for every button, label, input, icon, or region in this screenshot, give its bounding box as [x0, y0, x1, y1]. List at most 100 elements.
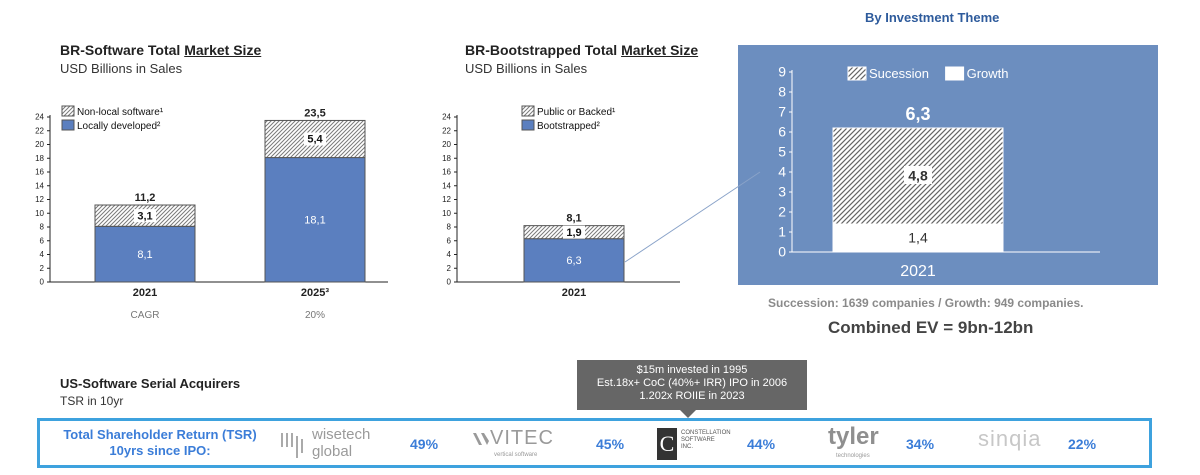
y-tick-label: 6 — [447, 236, 452, 245]
mid-chart-subtitle: USD Billions in Sales — [465, 61, 588, 76]
bar-value-label: 6,3 — [566, 255, 581, 267]
y-tick-label: 12 — [35, 195, 44, 204]
y-tick-label: 3 — [778, 184, 786, 200]
legend-swatch — [61, 105, 75, 117]
legend-swatch — [945, 66, 965, 81]
bar-total-label: 23,5 — [304, 107, 325, 119]
y-tick-label: 0 — [40, 278, 45, 287]
investment-theme-header: By Investment Theme — [865, 10, 1000, 25]
y-tick-label: 14 — [442, 181, 451, 190]
y-tick-label: 20 — [442, 140, 451, 149]
bar-total-label: 11,2 — [135, 192, 156, 204]
constellation-line: INC. — [681, 444, 693, 450]
y-tick-label: 9 — [778, 64, 786, 80]
legend-label: Public or Backed¹ — [537, 107, 616, 118]
charts-canvas: 0246810121416182022248,13,111,2202118,15… — [35, 45, 1158, 321]
callout-line: 1.202x ROIIE in 2023 — [639, 390, 745, 402]
y-tick-label: 24 — [442, 113, 451, 122]
vitec-name: VITEC — [490, 427, 554, 449]
legend-label: Sucession — [869, 66, 929, 81]
bar-total-label: 6,3 — [905, 104, 930, 124]
tyler-tagline: technologies — [836, 453, 870, 459]
y-tick-label: 18 — [442, 154, 451, 163]
constellation-line: CONSTELLATION — [681, 430, 731, 436]
y-tick-label: 16 — [442, 168, 451, 177]
bar-value-label: 1,9 — [566, 227, 581, 239]
wisetech-name-line2: global — [312, 443, 353, 460]
y-tick-label: 24 — [35, 113, 44, 122]
wisetech-logo: wisetech global — [280, 427, 390, 463]
legend-label: Growth — [967, 66, 1009, 81]
combined-ev: Combined EV = 9bn-12bn — [828, 318, 1034, 337]
constellation-callout: $15m invested in 1995 Est.18x+ CoC (40%+… — [577, 360, 807, 410]
tyler-logo: tyler technologies — [828, 423, 908, 463]
y-tick-label: 12 — [442, 195, 451, 204]
legend-label: Bootstrapped² — [537, 121, 600, 132]
connector-line — [624, 171, 761, 263]
succession-note: Succession: 1639 companies / Growth: 949… — [768, 296, 1084, 310]
y-tick-label: 20 — [35, 140, 44, 149]
bar-value-label: 5,4 — [307, 134, 323, 146]
category-label: 2021 — [900, 263, 936, 280]
bar-segment — [523, 238, 625, 283]
wisetech-bars-icon — [281, 433, 303, 458]
sinqia-tsr: 22% — [1068, 436, 1097, 452]
constellation-line: SOFTWARE — [681, 437, 715, 443]
y-tick-label: 0 — [447, 278, 452, 287]
bar-value-label-bg — [904, 166, 932, 184]
legend-label: Locally developed² — [77, 121, 161, 132]
y-tick-label: 8 — [778, 84, 786, 100]
vitec-logo: VITEC vertical software — [472, 427, 572, 463]
y-tick-label: 0 — [778, 244, 786, 260]
tsr-label: Total Shareholder Return (TSR) 10yrs sin… — [50, 427, 270, 459]
vitec-tsr: 45% — [596, 436, 625, 452]
constellation-wordmark: CONSTELLATION SOFTWARE INC. — [681, 430, 731, 451]
constellation-logo: C CONSTELLATION SOFTWARE INC. — [657, 428, 757, 462]
y-tick-label: 10 — [35, 209, 44, 218]
y-tick-label: 14 — [35, 181, 44, 190]
y-tick-label: 4 — [40, 250, 45, 259]
y-tick-label: 4 — [447, 250, 452, 259]
category-label: 2021 — [562, 287, 586, 299]
y-tick-label: 1 — [778, 224, 786, 240]
mid-chart-title: BR-Bootstrapped Total Market Size — [465, 42, 699, 58]
y-tick-label: 22 — [35, 126, 44, 135]
legend-swatch — [521, 105, 535, 117]
bar-value-label-bg — [134, 209, 156, 223]
bar-value-label: 1,4 — [908, 230, 928, 246]
constellation-tsr: 44% — [747, 436, 776, 452]
vitec-tagline: vertical software — [494, 452, 538, 458]
cagr-label: CAGR — [131, 310, 160, 321]
y-tick-label: 7 — [778, 104, 786, 120]
wisetech-name: wisetech — [312, 426, 371, 443]
y-tick-label: 6 — [40, 236, 45, 245]
cagr-value: 20% — [305, 310, 325, 321]
callout-line: $15m invested in 1995 — [636, 364, 748, 376]
callout-arrow — [680, 410, 696, 418]
constellation-c-icon: C — [657, 428, 677, 460]
bar-value-label-bg — [563, 225, 585, 239]
tsr-label-line: Total Shareholder Return (TSR) — [63, 427, 257, 442]
y-tick-label: 2 — [40, 264, 45, 273]
bar-segment — [832, 223, 1004, 253]
tyler-tsr: 34% — [906, 436, 935, 452]
y-tick-label: 8 — [40, 223, 45, 232]
category-label: 2025³ — [301, 287, 329, 299]
y-tick-label: 8 — [447, 223, 452, 232]
left-chart-title: BR-Software Total Market Size — [60, 42, 262, 58]
bar-value-label: 4,8 — [908, 168, 928, 184]
legend-swatch — [847, 66, 867, 81]
y-tick-label: 5 — [778, 144, 786, 160]
bar-value-label: 8,1 — [137, 249, 152, 261]
y-tick-label: 2 — [447, 264, 452, 273]
bar-value-label: 3,1 — [137, 210, 152, 222]
y-tick-label: 4 — [778, 164, 786, 180]
legend-label: Non-local software¹ — [77, 107, 164, 118]
bar-segment — [94, 225, 196, 283]
callout-line: Est.18x+ CoC (40%+ IRR) IPO in 2006 — [596, 377, 788, 389]
tsr-box: Total Shareholder Return (TSR) 10yrs sin… — [37, 418, 1152, 468]
legend-swatch — [521, 119, 535, 131]
bar-value-label: 18,1 — [304, 214, 325, 226]
acquirers-title: US-Software Serial Acquirers — [60, 376, 241, 391]
y-tick-label: 2 — [778, 204, 786, 220]
